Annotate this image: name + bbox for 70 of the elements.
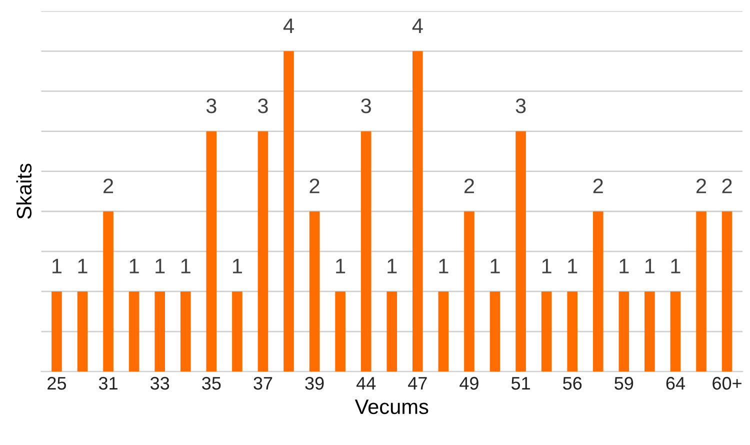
data-label: 2 <box>722 178 732 194</box>
bar <box>258 131 268 372</box>
data-label: 2 <box>104 178 114 194</box>
data-label: 1 <box>388 258 397 274</box>
data-label: 3 <box>516 98 526 114</box>
data-label: 3 <box>361 98 371 114</box>
bar <box>412 51 423 372</box>
bar <box>335 291 346 372</box>
x-tick-label: 31 <box>98 376 118 390</box>
bar <box>386 291 398 372</box>
x-tick-label: 49 <box>460 376 478 390</box>
bar <box>77 291 88 372</box>
x-tick-label: 47 <box>408 377 427 390</box>
data-label: 1 <box>336 258 346 274</box>
x-axis-title: Vecums <box>354 400 428 414</box>
bar <box>670 291 681 372</box>
data-label: 1 <box>542 258 552 274</box>
y-axis-title: Skaits <box>16 164 32 219</box>
bar <box>722 211 732 372</box>
data-label: 1 <box>568 258 578 274</box>
bar <box>516 131 526 372</box>
data-label: 4 <box>283 18 294 33</box>
x-tick-label: 33 <box>150 376 170 390</box>
data-label: 1 <box>620 258 629 274</box>
bar <box>541 291 552 372</box>
data-label: 1 <box>130 258 139 274</box>
data-label: 1 <box>490 258 500 274</box>
x-tick-label: 35 <box>202 376 221 390</box>
x-tick-label: 37 <box>254 376 272 390</box>
x-tick-label: 64 <box>666 376 685 390</box>
bar <box>154 291 165 372</box>
x-tick-label: 44 <box>356 377 376 390</box>
bar <box>360 131 372 372</box>
data-label: 1 <box>181 258 190 274</box>
bar <box>180 291 191 372</box>
bar <box>567 291 578 372</box>
x-tick-label: 60+ <box>712 376 742 390</box>
bar <box>284 51 294 372</box>
bar <box>618 291 630 372</box>
data-label: 3 <box>258 98 268 114</box>
data-label: 1 <box>439 258 448 274</box>
data-label: 4 <box>412 18 423 33</box>
data-label: 1 <box>78 258 88 274</box>
bar <box>128 291 140 372</box>
data-label: 1 <box>156 258 165 274</box>
data-label: 3 <box>206 98 216 114</box>
bar <box>464 211 474 372</box>
bar <box>309 211 320 372</box>
x-tick-label: 51 <box>511 377 530 390</box>
data-label: 1 <box>52 258 62 274</box>
data-label: 1 <box>671 258 680 274</box>
bar <box>232 291 242 372</box>
bar <box>103 211 114 372</box>
x-tick-label: 25 <box>48 376 66 390</box>
bar <box>490 291 500 372</box>
data-label: 2 <box>696 178 706 194</box>
bar <box>592 211 604 372</box>
bar <box>696 211 706 372</box>
bar <box>644 291 655 372</box>
x-tick-label: 56 <box>563 376 582 390</box>
bar <box>438 291 449 372</box>
data-label: 1 <box>645 258 654 274</box>
data-label: 1 <box>232 258 242 274</box>
data-label: 2 <box>464 178 474 194</box>
x-tick-label: 59 <box>614 376 634 390</box>
x-tick-label: 39 <box>305 376 324 390</box>
bar <box>52 291 62 372</box>
bar <box>206 131 217 372</box>
data-label: 2 <box>593 178 603 194</box>
data-label: 2 <box>310 178 320 194</box>
